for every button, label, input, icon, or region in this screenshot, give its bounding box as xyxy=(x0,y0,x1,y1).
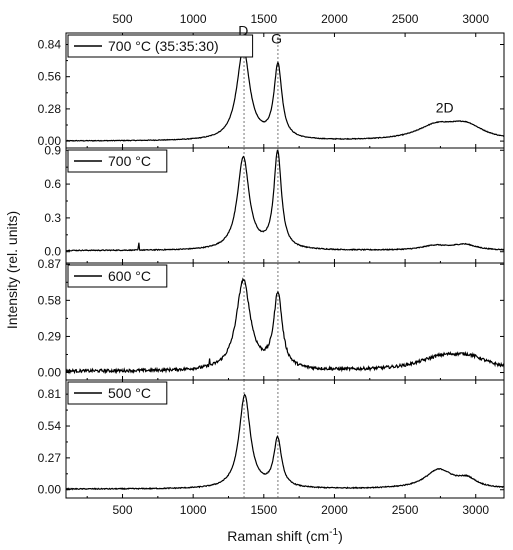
legend: 700 °C xyxy=(68,150,167,172)
legend-label: 700 °C xyxy=(108,153,151,169)
y-tick-label: 0.29 xyxy=(38,329,62,343)
bottom-x-tick-label: 1500 xyxy=(250,503,277,517)
y-tick-label: 0.3 xyxy=(44,211,61,225)
bottom-axis: 500 1000 1500 2000 2500 3000 xyxy=(113,503,490,517)
y-tick-label: 0.6 xyxy=(44,177,61,191)
top-x-tick-label: 2000 xyxy=(321,12,348,26)
y-tick-label: 0.87 xyxy=(38,257,62,271)
top-axis: 500 1000 1500 2000 2500 3000 xyxy=(113,12,490,26)
legend-label: 700 °C (35:35:30) xyxy=(108,38,219,54)
x-axis-title: Raman shift (cm-1) xyxy=(227,527,343,544)
y-tick-label: 0.28 xyxy=(38,102,62,116)
top-x-tick-label: 1000 xyxy=(180,12,207,26)
bottom-x-tick-label: 500 xyxy=(113,503,133,517)
panel-4: 0.00 0.27 0.54 0.81 500 °C xyxy=(38,380,504,498)
y-tick-label: 0.9 xyxy=(44,143,61,157)
bottom-x-tick-label: 2500 xyxy=(392,503,419,517)
y-tick-label: 0.27 xyxy=(38,451,62,465)
y-tick-label: 0.58 xyxy=(38,293,62,307)
peak-label: D xyxy=(238,22,248,38)
panel-3: 0.00 0.29 0.58 0.87 600 °C xyxy=(38,257,504,380)
legend: 600 °C xyxy=(68,265,167,287)
bottom-x-tick-label: 3000 xyxy=(462,503,489,517)
y-tick-label: 0.54 xyxy=(38,419,62,433)
y-axis-title: Intensity (rel. units) xyxy=(4,211,20,329)
peak-label: G xyxy=(271,30,282,46)
bottom-x-tick-label: 1000 xyxy=(180,503,207,517)
series-line xyxy=(66,279,504,372)
series-line xyxy=(66,49,504,141)
y-tick-label: 0.56 xyxy=(38,70,62,84)
y-tick-label: 0.84 xyxy=(38,38,62,52)
peak-label: 2D xyxy=(436,99,454,115)
top-x-tick-label: 2500 xyxy=(392,12,419,26)
y-tick-label: 0.00 xyxy=(38,366,62,380)
legend-label: 600 °C xyxy=(108,268,151,284)
top-x-tick-label: 1500 xyxy=(250,12,277,26)
legend-label: 500 °C xyxy=(108,385,151,401)
panels: 0.00 0.28 0.56 0.84 700 °C (35:35:30) D G 2D 0.0… xyxy=(38,22,504,498)
y-tick-label: 0.00 xyxy=(38,483,62,497)
y-tick-label: 0.81 xyxy=(38,387,62,401)
series-line xyxy=(66,395,504,490)
top-x-tick-label: 500 xyxy=(113,12,133,26)
top-x-tick-label: 3000 xyxy=(462,12,489,26)
legend: 500 °C xyxy=(68,382,167,404)
legend: 700 °C (35:35:30) xyxy=(68,35,253,57)
bottom-x-tick-label: 2000 xyxy=(321,503,348,517)
